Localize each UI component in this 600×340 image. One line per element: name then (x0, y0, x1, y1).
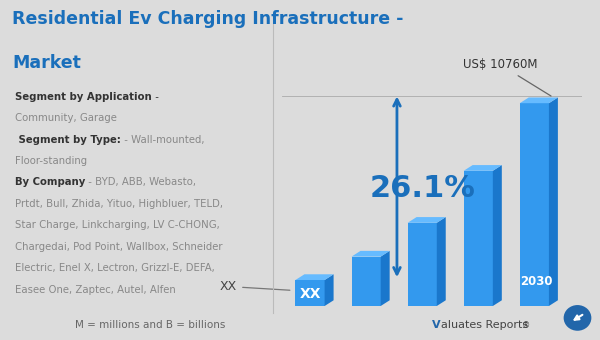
Text: -: - (152, 92, 158, 102)
Text: Market: Market (12, 54, 81, 72)
Text: Electric, Enel X, Lectron, Grizzl-E, DEFA,: Electric, Enel X, Lectron, Grizzl-E, DEF… (15, 263, 215, 273)
Text: XX: XX (220, 280, 290, 293)
Text: M = millions and B = billions: M = millions and B = billions (75, 320, 225, 330)
Polygon shape (437, 217, 446, 306)
Polygon shape (493, 165, 502, 306)
Text: Residential Ev Charging Infrastructure -: Residential Ev Charging Infrastructure - (12, 10, 404, 28)
Polygon shape (407, 217, 446, 223)
Text: XX: XX (299, 287, 321, 301)
Polygon shape (464, 165, 502, 171)
Polygon shape (295, 274, 334, 280)
Polygon shape (352, 251, 389, 257)
Text: Segment by Type:: Segment by Type: (15, 135, 121, 144)
Bar (352, 257, 380, 306)
Polygon shape (549, 98, 558, 306)
Text: - BYD, ABB, Webasto,: - BYD, ABB, Webasto, (85, 177, 196, 187)
Circle shape (563, 305, 592, 331)
Polygon shape (520, 98, 558, 103)
Text: ®: ® (522, 321, 530, 330)
Text: Prtdt, Bull, Zhida, Yituo, Highbluer, TELD,: Prtdt, Bull, Zhida, Yituo, Highbluer, TE… (15, 199, 223, 209)
Text: aluates Reports: aluates Reports (441, 320, 528, 330)
Polygon shape (325, 274, 334, 306)
Text: V: V (432, 320, 440, 330)
Text: By Company: By Company (15, 177, 85, 187)
Text: Star Charge, Linkcharging, LV C-CHONG,: Star Charge, Linkcharging, LV C-CHONG, (15, 220, 220, 230)
Bar (520, 103, 549, 306)
Text: 26.1%: 26.1% (369, 174, 475, 203)
Bar (407, 223, 437, 306)
Text: Community, Garage: Community, Garage (15, 113, 117, 123)
Bar (295, 280, 325, 306)
Polygon shape (380, 251, 389, 306)
Bar (464, 171, 493, 306)
Text: Floor-standing: Floor-standing (15, 156, 87, 166)
Text: - Wall-mounted,: - Wall-mounted, (121, 135, 205, 144)
Text: Easee One, Zaptec, Autel, Alfen: Easee One, Zaptec, Autel, Alfen (15, 285, 176, 294)
Text: Segment by Application: Segment by Application (15, 92, 152, 102)
Text: Chargedai, Pod Point, Wallbox, Schneider: Chargedai, Pod Point, Wallbox, Schneider (15, 242, 223, 252)
Text: 2030: 2030 (520, 275, 553, 288)
Text: US$ 10760M: US$ 10760M (463, 58, 551, 96)
